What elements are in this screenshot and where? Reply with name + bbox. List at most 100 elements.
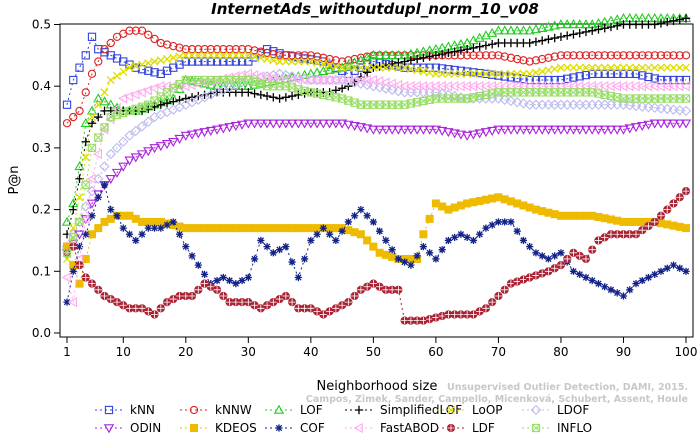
data-point <box>330 119 342 129</box>
data-point <box>500 285 509 294</box>
data-point <box>130 89 140 100</box>
data-point <box>463 310 472 319</box>
data-point <box>349 57 360 67</box>
data-point <box>125 63 134 72</box>
x-tick-label: 20 <box>178 345 193 359</box>
legend-item-knn: kNN <box>95 403 155 417</box>
data-point <box>281 51 290 60</box>
data-point <box>488 221 496 229</box>
data-point <box>374 125 385 135</box>
data-point <box>286 74 296 86</box>
data-point <box>225 51 234 60</box>
series-line <box>66 183 687 303</box>
data-point <box>555 125 567 135</box>
data-point <box>61 272 71 283</box>
series-inflo <box>62 75 691 257</box>
data-point <box>474 32 485 42</box>
data-point <box>305 74 315 86</box>
data-point <box>444 236 453 245</box>
data-point <box>444 65 453 74</box>
data-point <box>599 81 609 92</box>
y-axis-label: P@n <box>7 165 22 194</box>
data-point <box>406 56 416 65</box>
data-point <box>669 51 678 60</box>
data-point <box>142 85 153 96</box>
x-tick-label: 100 <box>675 345 698 359</box>
data-point <box>92 148 103 160</box>
data-point <box>81 153 90 162</box>
data-point <box>75 261 84 270</box>
data-point <box>212 57 222 66</box>
data-point <box>87 69 97 79</box>
data-point <box>263 243 271 251</box>
x-tick-label: 70 <box>491 345 506 359</box>
data-point <box>568 19 579 29</box>
data-point <box>682 267 690 275</box>
data-point <box>269 47 278 56</box>
data-point <box>569 267 578 275</box>
data-point <box>331 86 341 95</box>
data-point <box>650 20 659 29</box>
data-point <box>650 51 659 60</box>
data-point <box>356 285 365 294</box>
data-point <box>274 119 285 129</box>
data-point <box>593 81 603 92</box>
legend-marker <box>446 423 456 433</box>
data-point <box>319 224 327 232</box>
data-point <box>324 64 335 74</box>
data-point <box>475 68 484 78</box>
data-point <box>82 230 90 238</box>
legend-label: COF <box>300 421 325 434</box>
data-point <box>662 103 673 115</box>
data-point <box>99 96 110 106</box>
data-point <box>219 51 228 60</box>
data-point <box>200 51 209 60</box>
data-point <box>211 125 223 135</box>
data-point <box>419 67 428 76</box>
axes-layer: 1 10 20 30 40 50 60 70 80 90 100 0.0 0.1 0.2 0.3 0.4 0.5 <box>32 18 698 360</box>
data-point <box>588 63 597 72</box>
data-point <box>582 273 590 282</box>
plot-area <box>59 23 694 338</box>
data-point <box>94 57 103 66</box>
data-point <box>588 276 596 285</box>
data-point <box>606 69 616 79</box>
data-point <box>294 273 302 282</box>
data-point <box>357 206 365 214</box>
data-point <box>80 215 91 225</box>
data-point <box>100 88 109 97</box>
data-point <box>675 15 684 24</box>
data-point <box>350 54 359 64</box>
data-point <box>580 19 592 29</box>
data-point <box>86 105 98 115</box>
data-point <box>474 129 485 139</box>
data-point <box>143 147 154 157</box>
data-point <box>512 125 523 135</box>
data-point <box>518 125 529 135</box>
data-point <box>506 69 515 78</box>
data-point <box>363 212 371 220</box>
data-point <box>325 61 334 70</box>
y-tick-label: 0.4 <box>32 79 51 93</box>
data-point <box>563 74 572 83</box>
data-point <box>638 51 647 60</box>
data-point <box>124 91 134 102</box>
data-point <box>600 24 609 33</box>
data-point <box>449 81 459 92</box>
data-point <box>75 63 84 72</box>
data-point <box>269 56 278 65</box>
data-point <box>594 25 603 34</box>
data-point <box>157 224 165 232</box>
data-point <box>655 81 665 92</box>
data-point <box>674 119 685 129</box>
data-point <box>244 273 252 282</box>
data-point <box>107 206 115 214</box>
data-point <box>619 69 628 79</box>
data-point <box>318 74 328 86</box>
data-point <box>544 66 553 75</box>
data-point <box>618 99 629 110</box>
data-point <box>94 112 103 122</box>
data-point <box>513 69 522 78</box>
data-point <box>406 64 415 73</box>
x-tick-label: 30 <box>241 345 256 359</box>
